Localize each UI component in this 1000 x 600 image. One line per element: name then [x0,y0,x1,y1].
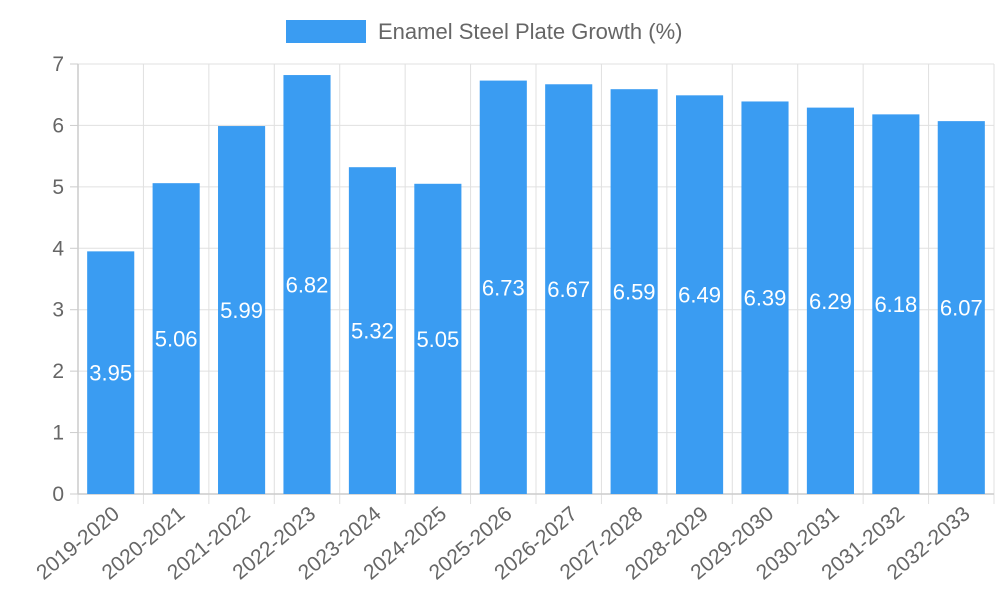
x-axis-ticks: 2019-20202020-20212021-20222022-20232023… [32,502,974,584]
bar-value-label: 6.73 [482,275,525,300]
y-tick-label: 7 [52,53,64,76]
bar-value-label: 6.18 [874,292,917,317]
bar[interactable] [872,114,920,494]
bar[interactable] [610,89,658,494]
bar[interactable] [87,251,135,494]
y-tick-label: 6 [52,114,64,137]
y-tick-label: 1 [52,422,64,445]
bar[interactable] [283,75,331,495]
bars [87,75,985,495]
bar-value-label: 6.59 [613,280,656,305]
bar-value-label: 6.29 [809,289,852,314]
bar-value-label: 5.06 [155,327,198,352]
bar-value-label: 6.07 [940,296,983,321]
y-tick-label: 5 [52,176,64,199]
y-tick-label: 0 [52,483,64,506]
bar[interactable] [414,183,462,495]
y-tick-label: 2 [52,360,64,383]
legend-swatch [286,20,366,43]
bar[interactable] [218,126,266,495]
bar-value-label: 6.82 [286,273,329,298]
bar[interactable] [741,101,789,494]
legend-label: Enamel Steel Plate Growth (%) [378,19,682,44]
y-tick-label: 3 [52,299,64,322]
bar[interactable] [348,167,396,494]
y-tick-label: 4 [52,237,64,260]
grid-lines [77,63,995,504]
bar[interactable] [545,84,593,495]
bar-value-label: 5.99 [220,298,263,323]
bar[interactable] [806,107,854,494]
chart-legend[interactable]: Enamel Steel Plate Growth (%) [286,19,682,44]
bar-value-label: 3.95 [89,361,132,386]
bar-value-label: 5.32 [351,319,394,344]
bar-labels: 3.95 5.06 5.99 6.82 5.32 5.05 6.73 6.67 6.59 6.49… [89,273,982,386]
bar[interactable] [152,183,200,494]
bar-value-label: 5.05 [416,327,459,352]
bar[interactable] [937,121,985,494]
bar-value-label: 6.67 [547,277,590,302]
y-axis-ticks: 0 1 2 3 4 5 6 7 [52,53,78,506]
bar-value-label: 6.39 [744,286,787,311]
bar[interactable] [479,80,527,494]
bar-value-label: 6.49 [678,283,721,308]
bar[interactable] [676,95,724,494]
